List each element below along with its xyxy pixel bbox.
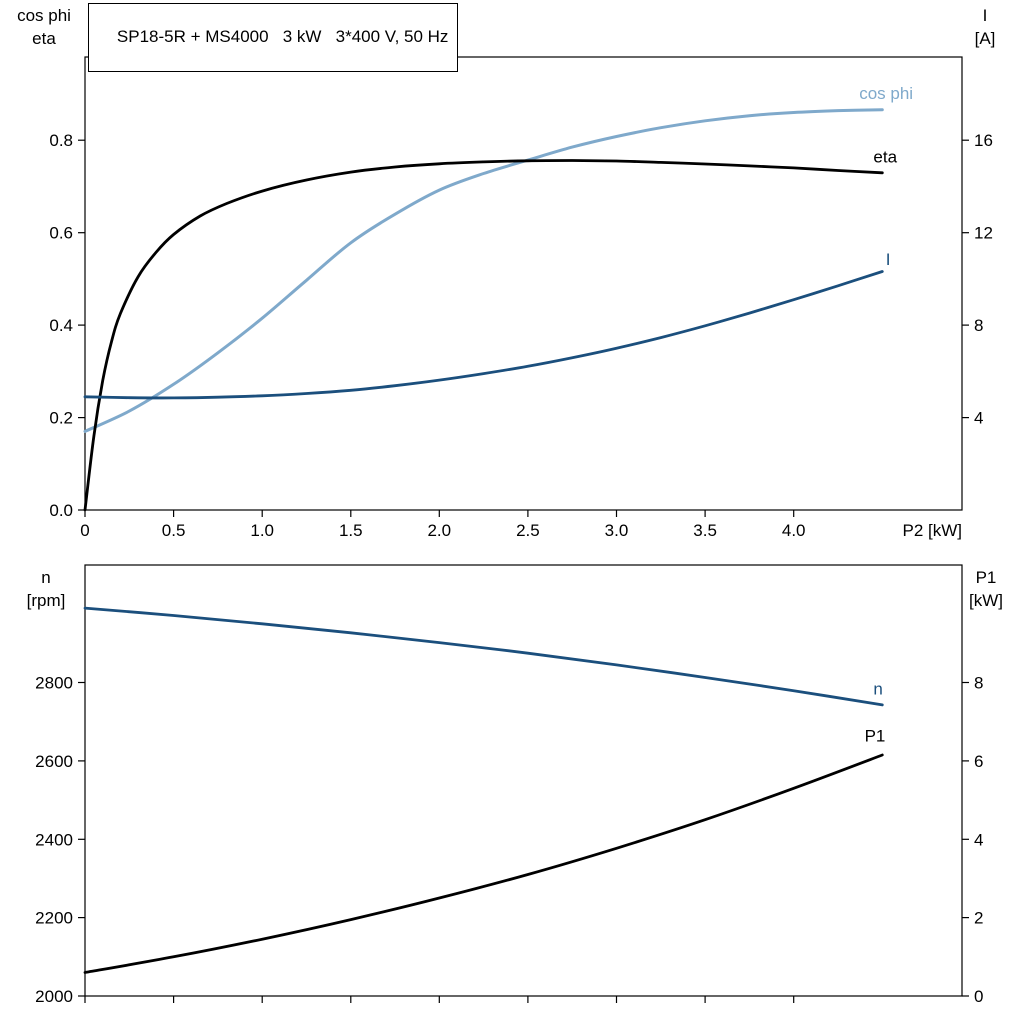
plot-frame-1 <box>84 564 963 997</box>
left-tick-label: 0.2 <box>49 409 73 428</box>
left-tick-label: 2600 <box>35 752 73 771</box>
chart-title-box: SP18-5R + MS4000 3 kW 3*400 V, 50 Hz <box>88 3 459 72</box>
x-tick-label: 0.5 <box>162 521 186 540</box>
left-tick-label: 2200 <box>35 909 73 928</box>
axis-label-current: I <box>982 6 988 25</box>
right-tick-label: 8 <box>974 674 983 693</box>
x-tick-label: 4.0 <box>782 521 806 540</box>
x-tick-label: 2.5 <box>516 521 540 540</box>
x-tick-label: 3.5 <box>693 521 717 540</box>
left-tick-label: 2800 <box>35 674 73 693</box>
axis-label-p1-unit: [kW] <box>969 591 1003 610</box>
curve-label-p1: P1 <box>865 726 886 745</box>
curve-label-n: n <box>873 679 882 698</box>
axis-label-speed-unit: [rpm] <box>26 591 66 610</box>
left-tick-label: 0.6 <box>49 224 73 243</box>
left-tick-label: 0.0 <box>49 501 73 520</box>
bottom-right-axis-label: P1 [kW] <box>960 566 1012 612</box>
axis-label-current-unit: [A] <box>974 29 996 48</box>
right-tick-label: 4 <box>974 409 983 428</box>
right-tick-label: 4 <box>974 830 983 849</box>
curve-label-cos-phi: cos phi <box>859 84 913 103</box>
top-left-axis-label: cos phi eta <box>6 4 82 50</box>
x-tick-label: 3.0 <box>605 521 629 540</box>
left-tick-label: 0.4 <box>49 316 73 335</box>
curve-i <box>83 270 884 400</box>
left-tick-label: 0.8 <box>49 131 73 150</box>
x-tick-label: 1.5 <box>339 521 363 540</box>
right-tick-label: 0 <box>974 987 983 1006</box>
right-tick-label: 6 <box>974 752 983 771</box>
axis-label-cos-phi: cos phi <box>17 6 71 25</box>
x-tick-label: 0 <box>80 521 89 540</box>
curve-label-i: I <box>886 250 891 269</box>
left-tick-label: 2400 <box>35 830 73 849</box>
curve-p1 <box>83 753 884 974</box>
right-tick-label: 16 <box>974 131 993 150</box>
right-tick-label: 12 <box>974 224 993 243</box>
chart-title: SP18-5R + MS4000 3 kW 3*400 V, 50 Hz <box>116 27 449 46</box>
x-tick-label: 1.0 <box>250 521 274 540</box>
bottom-left-axis-label: n [rpm] <box>8 566 84 612</box>
x-axis-title: P2 [kW] <box>902 521 962 540</box>
x-tick-label: 2.0 <box>427 521 451 540</box>
plot-frame-0 <box>84 56 963 511</box>
curve-cos-phi <box>83 108 884 433</box>
axis-label-eta: eta <box>32 29 56 48</box>
curve-label-eta: eta <box>873 147 897 166</box>
top-right-axis-label: I [A] <box>960 4 1010 50</box>
axis-label-p1: P1 <box>975 568 997 587</box>
right-tick-label: 2 <box>974 909 983 928</box>
axis-label-speed: n <box>41 568 51 587</box>
right-tick-label: 8 <box>974 316 983 335</box>
curve-eta <box>83 159 884 512</box>
curve-n <box>83 606 884 707</box>
left-tick-label: 2000 <box>35 987 73 1006</box>
